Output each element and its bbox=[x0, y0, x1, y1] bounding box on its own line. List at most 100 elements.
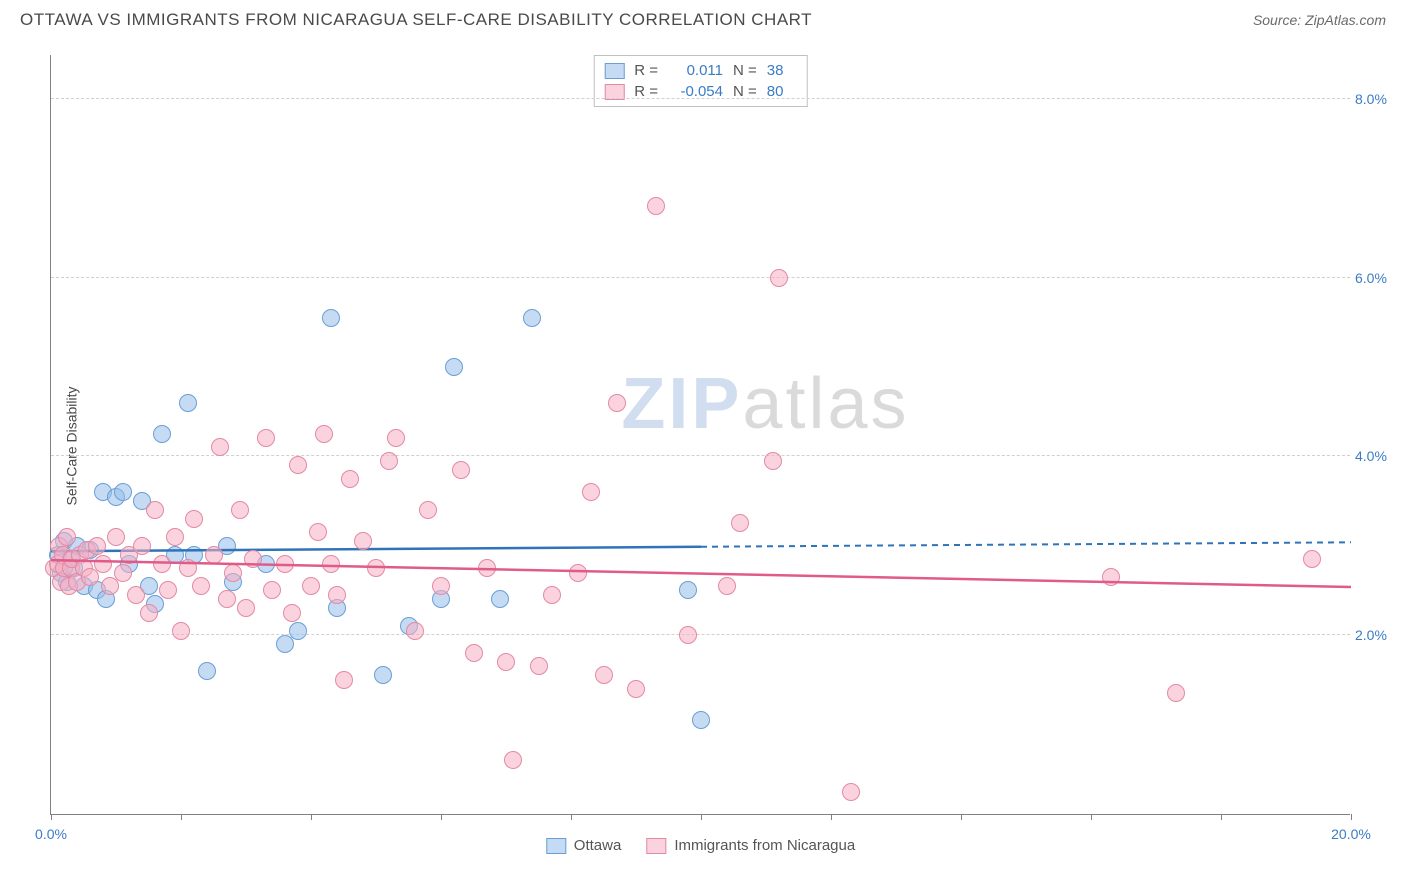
x-tick bbox=[571, 814, 572, 820]
data-point bbox=[478, 559, 496, 577]
gridline bbox=[51, 277, 1350, 278]
y-tick-label: 8.0% bbox=[1355, 91, 1400, 107]
n-label: N = bbox=[733, 62, 757, 79]
data-point bbox=[335, 671, 353, 689]
data-point bbox=[81, 568, 99, 586]
data-point bbox=[114, 483, 132, 501]
data-point bbox=[341, 470, 359, 488]
data-point bbox=[211, 438, 229, 456]
n-value: 38 bbox=[767, 62, 797, 79]
scatter-chart: ZIPatlas R =0.011N =38R =-0.054N =80 Ott… bbox=[50, 55, 1350, 815]
data-point bbox=[179, 394, 197, 412]
series-legend: Ottawa Immigrants from Nicaragua bbox=[546, 837, 855, 854]
data-point bbox=[322, 309, 340, 327]
y-tick-label: 6.0% bbox=[1355, 270, 1400, 286]
x-tick bbox=[441, 814, 442, 820]
correlation-legend: R = 0.011 N = 38 R =-0.054N =80 bbox=[593, 55, 808, 107]
data-point bbox=[328, 586, 346, 604]
data-point bbox=[276, 635, 294, 653]
data-point bbox=[263, 581, 281, 599]
chart-title: OTTAWA VS IMMIGRANTS FROM NICARAGUA SELF… bbox=[20, 10, 812, 30]
x-tick bbox=[701, 814, 702, 820]
trend-line bbox=[51, 55, 1351, 815]
y-tick-label: 4.0% bbox=[1355, 448, 1400, 464]
data-point bbox=[218, 590, 236, 608]
data-point bbox=[679, 626, 697, 644]
data-point bbox=[140, 604, 158, 622]
data-point bbox=[374, 666, 392, 684]
data-point bbox=[107, 528, 125, 546]
data-point bbox=[523, 309, 541, 327]
legend-label: Immigrants from Nicaragua bbox=[674, 837, 855, 854]
data-point bbox=[530, 657, 548, 675]
data-point bbox=[237, 599, 255, 617]
data-point bbox=[1167, 684, 1185, 702]
data-point bbox=[543, 586, 561, 604]
data-point bbox=[283, 604, 301, 622]
data-point bbox=[101, 577, 119, 595]
chart-header: OTTAWA VS IMMIGRANTS FROM NICARAGUA SELF… bbox=[0, 0, 1406, 35]
data-point bbox=[146, 501, 164, 519]
data-point bbox=[569, 564, 587, 582]
data-point bbox=[627, 680, 645, 698]
data-point bbox=[406, 622, 424, 640]
x-tick bbox=[961, 814, 962, 820]
data-point bbox=[192, 577, 210, 595]
y-tick-label: 2.0% bbox=[1355, 627, 1400, 643]
data-point bbox=[198, 662, 216, 680]
data-point bbox=[367, 559, 385, 577]
data-point bbox=[289, 622, 307, 640]
data-point bbox=[679, 581, 697, 599]
x-tick bbox=[1091, 814, 1092, 820]
x-tick bbox=[1221, 814, 1222, 820]
data-point bbox=[354, 532, 372, 550]
chart-source: Source: ZipAtlas.com bbox=[1253, 12, 1386, 28]
data-point bbox=[159, 581, 177, 599]
data-point bbox=[491, 590, 509, 608]
legend-item: Ottawa bbox=[546, 837, 622, 854]
data-point bbox=[647, 197, 665, 215]
x-tick bbox=[51, 814, 52, 820]
data-point bbox=[153, 425, 171, 443]
data-point bbox=[257, 429, 275, 447]
watermark-zip: ZIP bbox=[621, 364, 742, 444]
data-point bbox=[166, 528, 184, 546]
legend-swatch bbox=[646, 838, 666, 854]
data-point bbox=[153, 555, 171, 573]
data-point bbox=[114, 564, 132, 582]
data-point bbox=[718, 577, 736, 595]
data-point bbox=[595, 666, 613, 684]
data-point bbox=[133, 537, 151, 555]
data-point bbox=[127, 586, 145, 604]
data-point bbox=[764, 452, 782, 470]
data-point bbox=[289, 456, 307, 474]
data-point bbox=[179, 559, 197, 577]
x-tick bbox=[831, 814, 832, 820]
legend-swatch bbox=[604, 63, 624, 79]
data-point bbox=[432, 577, 450, 595]
gridline bbox=[51, 455, 1350, 456]
data-point bbox=[224, 564, 242, 582]
x-tick bbox=[1351, 814, 1352, 820]
legend-row: R =-0.054N =80 bbox=[604, 81, 797, 102]
data-point bbox=[608, 394, 626, 412]
x-tick bbox=[311, 814, 312, 820]
trend-line bbox=[51, 55, 1351, 815]
data-point bbox=[309, 523, 327, 541]
data-point bbox=[692, 711, 710, 729]
data-point bbox=[452, 461, 470, 479]
r-value: 0.011 bbox=[668, 62, 723, 79]
r-label: R = bbox=[634, 62, 658, 79]
data-point bbox=[504, 751, 522, 769]
data-point bbox=[731, 514, 749, 532]
data-point bbox=[465, 644, 483, 662]
legend-swatch bbox=[546, 838, 566, 854]
data-point bbox=[380, 452, 398, 470]
data-point bbox=[172, 622, 190, 640]
watermark-atlas: atlas bbox=[742, 364, 909, 444]
x-tick bbox=[181, 814, 182, 820]
legend-row: R = 0.011 N = 38 bbox=[604, 60, 797, 81]
legend-item: Immigrants from Nicaragua bbox=[646, 837, 855, 854]
data-point bbox=[94, 555, 112, 573]
data-point bbox=[302, 577, 320, 595]
